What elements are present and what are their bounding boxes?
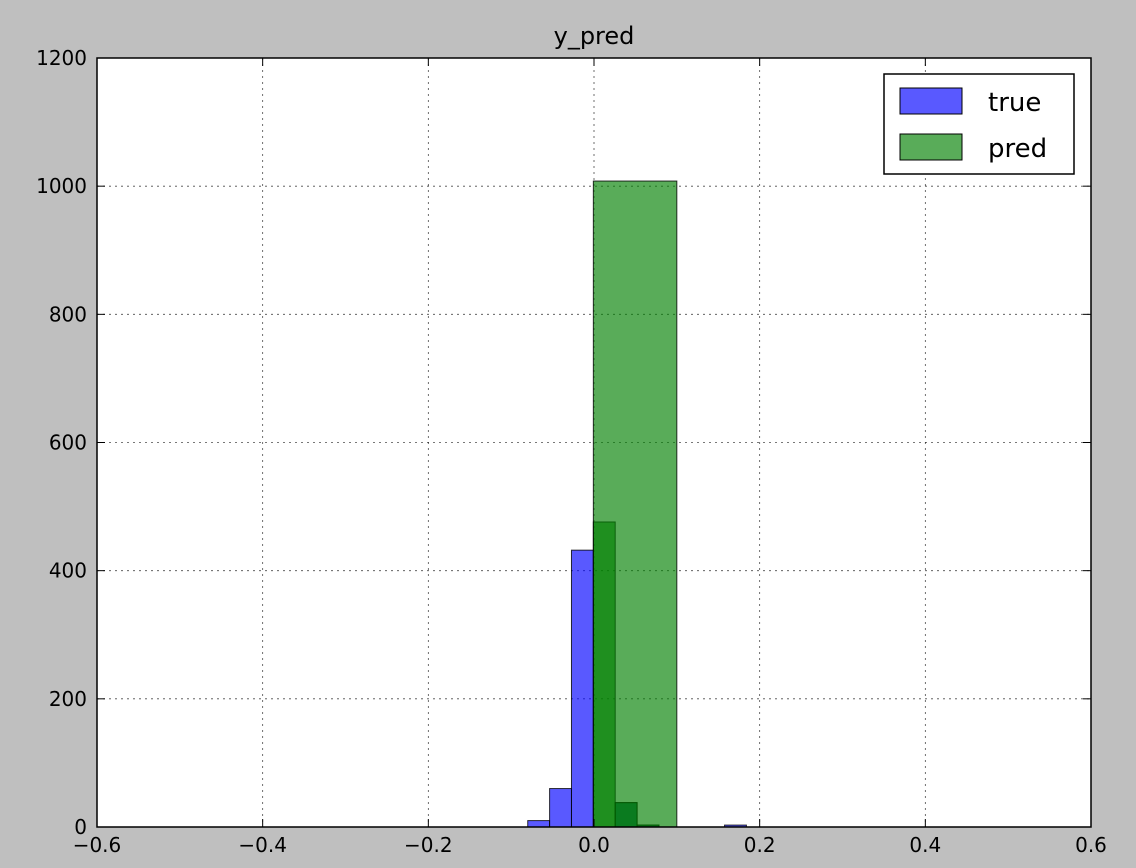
y-tick-label: 800 xyxy=(49,302,87,326)
bar-true xyxy=(527,820,551,828)
y-tick-label: 1000 xyxy=(36,174,87,198)
x-tick-label: −0.6 xyxy=(73,833,122,857)
legend-label-pred: pred xyxy=(988,134,1047,164)
y-tick-label: 600 xyxy=(49,431,87,455)
legend-swatch-pred xyxy=(899,133,963,161)
y-tick-label: 200 xyxy=(49,687,87,711)
x-tick-label: −0.4 xyxy=(238,833,287,857)
bar-true xyxy=(549,788,572,828)
legend: true pred xyxy=(883,73,1075,175)
bars xyxy=(527,180,747,828)
chart-title: y_pred xyxy=(554,22,635,50)
axis-ticks: −0.6 −0.4 −0.2 0.0 0.2 0.4 0.6 0 200 400 600 800 100… xyxy=(36,46,1107,857)
legend-swatch-true xyxy=(899,87,963,115)
y-tick-label: 1200 xyxy=(36,46,87,70)
x-tick-label: 0.2 xyxy=(744,833,776,857)
x-tick-label: 0.0 xyxy=(578,833,610,857)
bar-true xyxy=(570,549,594,828)
y-tick-label: 400 xyxy=(49,559,87,583)
y-tick-label: 0 xyxy=(74,815,87,839)
x-tick-label: −0.2 xyxy=(404,833,453,857)
x-tick-label: 0.4 xyxy=(909,833,941,857)
legend-label-true: true xyxy=(988,88,1041,118)
x-tick-label: 0.6 xyxy=(1075,833,1107,857)
bar-pred xyxy=(592,180,678,828)
